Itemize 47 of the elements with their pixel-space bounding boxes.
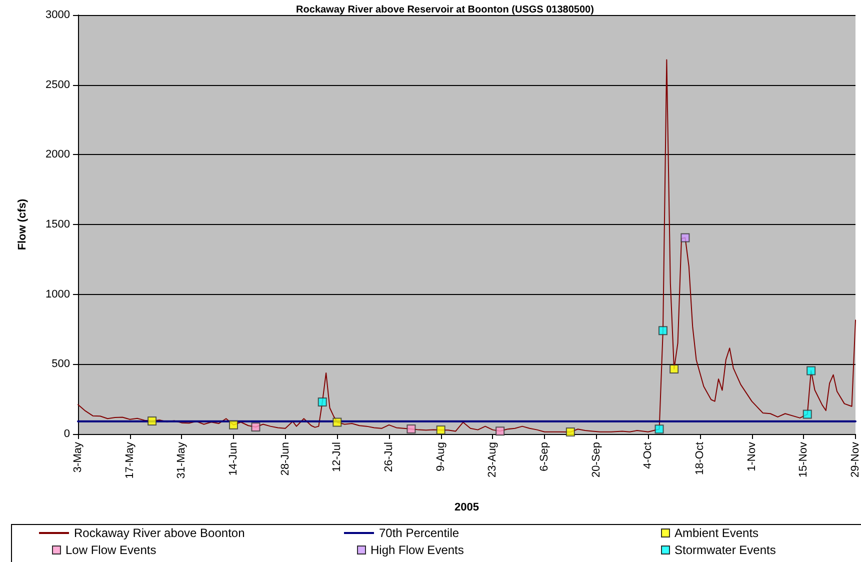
y-axis-title: Flow (cfs) <box>16 198 28 250</box>
x-tick-label: 14-Jun <box>228 442 240 476</box>
y-tick-label: 2500 <box>46 78 70 91</box>
x-tick-label: 15-Nov <box>798 442 810 478</box>
x-tick-label: 4-Oct <box>642 442 654 469</box>
x-tick-label: 9-Aug <box>434 442 447 472</box>
y-tick-label: 2000 <box>46 148 70 161</box>
point <box>658 326 668 336</box>
legend-label: High Flow Events <box>370 543 464 557</box>
point <box>318 398 327 407</box>
point <box>680 233 690 242</box>
legend-label: Low Flow Events <box>66 543 156 557</box>
x-tick-label: 26-Jul <box>383 442 395 472</box>
x-tick-label: 3-May <box>72 442 84 473</box>
point <box>806 366 816 376</box>
x-tick-label: 1-Nov <box>746 442 758 472</box>
y-tick-label: 1500 <box>46 218 70 230</box>
x-tick-label: 20-Sep <box>590 442 602 478</box>
point <box>406 424 416 434</box>
legend-label: 70th Percentile <box>379 526 460 540</box>
y-tick-label: 3000 <box>46 9 70 21</box>
point <box>566 428 575 437</box>
point <box>148 416 157 426</box>
x-tick-label: 28-Jun <box>279 442 292 476</box>
point <box>670 364 679 374</box>
x-tick-label: 31-May <box>176 442 188 479</box>
x-tick-label: 6-Sep <box>538 442 550 472</box>
x-tick-label: 23-Aug <box>486 442 499 478</box>
x-axis-title: 2005 <box>454 502 479 514</box>
point <box>229 420 238 430</box>
x-tick-label: 17-May <box>124 442 136 479</box>
legend-label: Stormwater Events <box>674 543 776 557</box>
y-tick-label: 1000 <box>46 288 70 300</box>
legend-label: Ambient Events <box>674 526 759 540</box>
y-tick-label: 0 <box>64 428 70 440</box>
point <box>332 418 342 427</box>
point <box>654 424 664 434</box>
point <box>802 410 812 419</box>
point <box>251 422 260 432</box>
x-tick-label: 29-Nov <box>850 442 861 478</box>
point <box>436 425 446 434</box>
y-tick-label: 500 <box>52 358 70 370</box>
legend-label: Rockaway River above Boonton <box>74 526 245 540</box>
point <box>496 426 505 436</box>
chart-title: Rockaway River above Reservoir at Boonton (USGS 01380500) <box>296 4 594 16</box>
x-tick-label: 12-Jul <box>331 442 344 472</box>
x-tick-label: 18-Oct <box>694 442 706 476</box>
